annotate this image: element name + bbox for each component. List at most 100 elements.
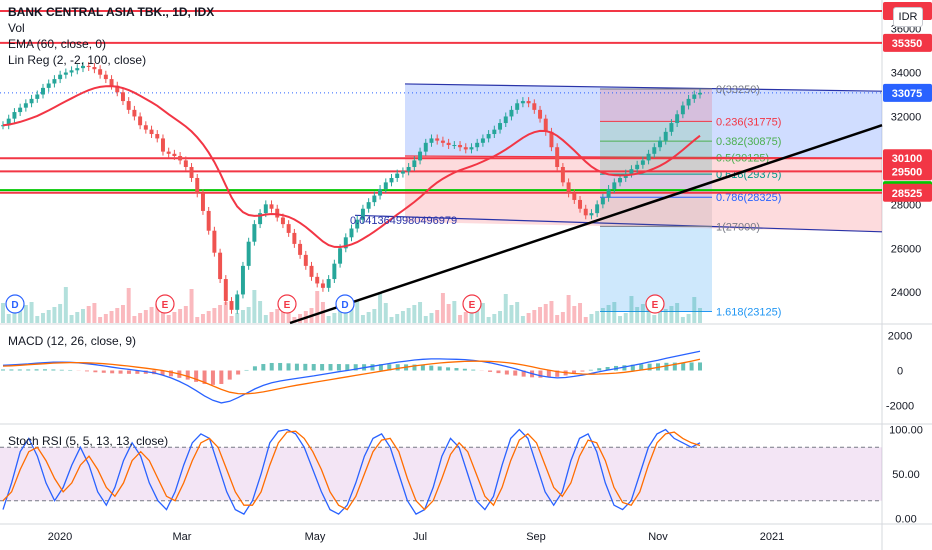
candle-body bbox=[200, 193, 205, 211]
time-axis-tick: Mar bbox=[173, 531, 192, 543]
volume-bar bbox=[532, 310, 537, 323]
ema-line bbox=[2, 85, 701, 249]
candle-body bbox=[526, 101, 531, 104]
volume-bar bbox=[378, 292, 383, 323]
candle-body bbox=[338, 248, 343, 264]
candle-body bbox=[18, 107, 23, 113]
event-marker-label: E bbox=[652, 300, 659, 311]
volume-bar bbox=[183, 306, 188, 323]
volume-bar bbox=[29, 302, 34, 323]
volume-bar bbox=[166, 315, 171, 323]
candle-body bbox=[160, 138, 165, 152]
volume-bar bbox=[520, 316, 525, 323]
indicator-ema[interactable]: EMA (60, close, 0) bbox=[8, 37, 107, 51]
time-axis-tick: Sep bbox=[526, 531, 546, 543]
event-marker bbox=[155, 294, 175, 314]
macd-histogram-bar bbox=[59, 369, 64, 371]
event-marker bbox=[645, 294, 665, 314]
volume-bar bbox=[263, 315, 268, 323]
volume-bar bbox=[623, 313, 628, 323]
stoch-axis-tick: 50.00 bbox=[892, 469, 920, 481]
macd-histogram-bar bbox=[345, 364, 350, 371]
regression-lower-line bbox=[354, 214, 883, 233]
price-label-box bbox=[883, 183, 932, 202]
event-marker-label: E bbox=[469, 300, 476, 311]
volume-bar bbox=[389, 317, 394, 323]
regression-lower-band bbox=[405, 156, 882, 232]
fib-zone bbox=[600, 157, 712, 175]
stoch-title[interactable]: Stoch RSI (5, 5, 13, 13, close) bbox=[8, 434, 169, 448]
candle-body bbox=[366, 202, 371, 209]
candle-body bbox=[149, 129, 154, 135]
macd-histogram-bar bbox=[278, 362, 283, 371]
candle-body bbox=[1, 125, 5, 127]
volume-bar bbox=[355, 301, 360, 323]
volume-bar bbox=[212, 308, 217, 323]
volume-bar bbox=[612, 302, 617, 323]
macd-histogram-bar bbox=[311, 364, 316, 371]
volume-bar bbox=[41, 313, 45, 323]
candle-body bbox=[600, 197, 605, 205]
macd-histogram-bar bbox=[236, 370, 241, 375]
stoch-k-line bbox=[2, 428, 701, 515]
event-marker-label: E bbox=[284, 300, 291, 311]
indicator-volume[interactable]: Vol bbox=[8, 21, 25, 35]
fib-level-label: 0.382(30875) bbox=[716, 136, 781, 148]
candle-body bbox=[178, 156, 183, 161]
candle-body bbox=[543, 118, 548, 132]
macd-histogram-bar bbox=[185, 370, 190, 380]
volume-bar bbox=[640, 304, 645, 323]
candle-body bbox=[475, 142, 480, 148]
indicator-linreg[interactable]: Lin Reg (2, -2, 100, close) bbox=[8, 53, 147, 67]
fib-level-label: 1.618(23125) bbox=[716, 306, 781, 318]
candle-body bbox=[309, 265, 314, 277]
candle-body bbox=[469, 147, 474, 150]
candle-body bbox=[298, 243, 303, 255]
macd-histogram-bar bbox=[462, 368, 467, 371]
candle-body bbox=[560, 166, 565, 183]
event-marker-label: E bbox=[162, 300, 169, 311]
candle-body bbox=[303, 254, 308, 266]
volume-bar bbox=[543, 304, 548, 323]
regression-upper-line bbox=[404, 83, 883, 92]
volume-bar bbox=[18, 308, 23, 323]
candle-body bbox=[452, 145, 457, 147]
macd-histogram-bar bbox=[395, 364, 400, 371]
volume-bar bbox=[675, 303, 680, 323]
candle-body bbox=[86, 65, 91, 68]
macd-histogram-bar bbox=[521, 370, 526, 377]
candle-body bbox=[240, 265, 245, 295]
candle-body bbox=[98, 69, 103, 75]
candle-body bbox=[658, 140, 662, 148]
candle-body bbox=[429, 138, 434, 143]
macd-title[interactable]: MACD (12, 26, close, 9) bbox=[8, 334, 137, 348]
volume-bar bbox=[235, 313, 240, 323]
macd-histogram-bar bbox=[34, 369, 39, 371]
volume-bar bbox=[635, 307, 640, 323]
candle-body bbox=[269, 204, 274, 209]
candle-body bbox=[446, 142, 451, 146]
macd-histogram-bar bbox=[252, 366, 257, 371]
volume-bar bbox=[120, 305, 125, 323]
candle-body bbox=[252, 224, 257, 242]
candle-body bbox=[389, 177, 394, 183]
macd-histogram-bar bbox=[672, 362, 677, 371]
time-axis-tick: May bbox=[305, 531, 326, 543]
candle-body bbox=[578, 199, 583, 209]
macd-histogram-bar bbox=[202, 370, 207, 384]
volume-bar bbox=[292, 317, 297, 323]
candle-body bbox=[555, 147, 560, 167]
macd-histogram-bar bbox=[227, 370, 232, 380]
trend-line bbox=[289, 124, 883, 325]
price-label-text: 28525 bbox=[892, 188, 923, 200]
candle-body bbox=[326, 279, 331, 288]
candle-body bbox=[46, 83, 51, 88]
candle-body bbox=[29, 98, 34, 104]
currency-badge[interactable]: IDR bbox=[893, 7, 923, 27]
macd-histogram-bar bbox=[504, 370, 509, 375]
volume-bar bbox=[326, 316, 331, 323]
volume-bar bbox=[258, 301, 263, 323]
volume-bar bbox=[429, 313, 434, 323]
volume-bar bbox=[189, 289, 194, 323]
price-label-text: 33075 bbox=[892, 88, 923, 100]
